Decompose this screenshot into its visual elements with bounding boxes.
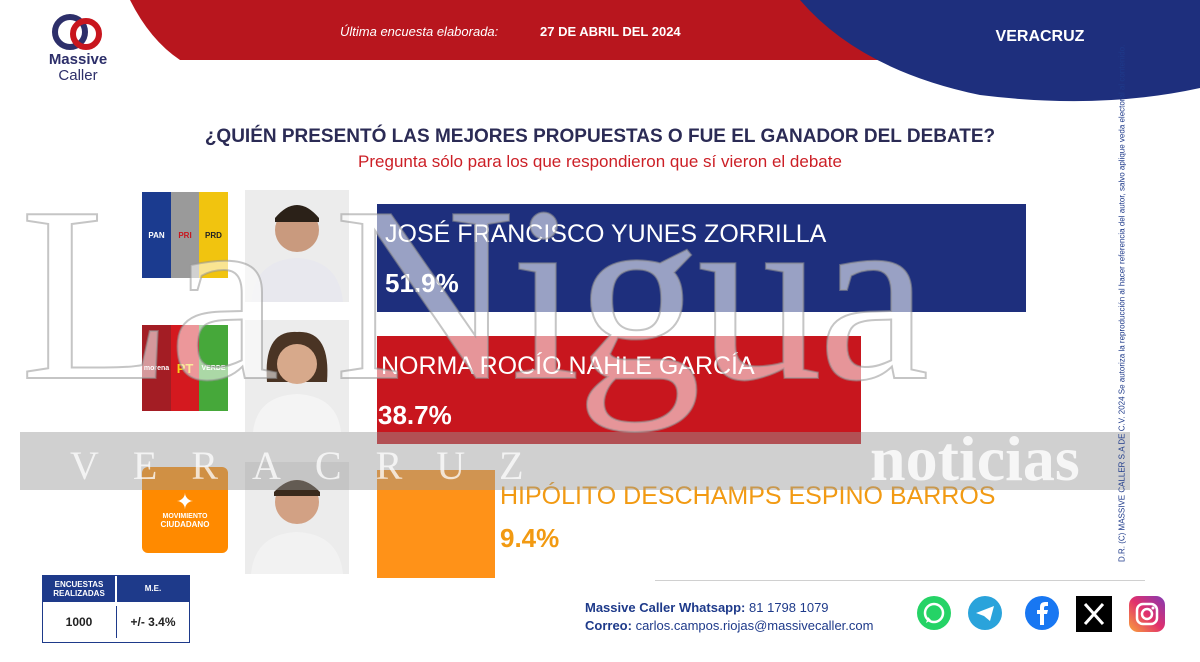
question-title: ¿QUIÉN PRESENTÓ LAS MEJORES PROPUESTAS O… [204, 126, 996, 147]
watermark-main: La Nigua [19, 156, 930, 433]
stats-header-surveys: ENCUESTAS REALIZADAS [43, 576, 115, 602]
state-label: VERACRUZ [995, 28, 1085, 45]
stats-header-surveys-line2: REALIZADAS [53, 589, 105, 598]
email-address: carlos.campos.riojas@massivecaller.com [635, 618, 874, 633]
whatsapp-icon[interactable] [917, 596, 951, 630]
candidate-name-yunes: JOSÉ FRANCISCO YUNES ZORRILLA [385, 220, 827, 248]
pan-pri-prd-logo: PAN PRI PRD [142, 192, 228, 278]
stats-divider [116, 606, 117, 638]
facebook-icon[interactable] [1025, 596, 1059, 630]
value-label-deschamps: 9.4% [500, 523, 560, 553]
stats-header-margin: M.E. [117, 576, 189, 602]
survey-date-label: Última encuesta elaborada: [340, 24, 499, 39]
footer-divider [655, 580, 1145, 581]
header-band [130, 0, 1200, 102]
prd-label: PRD [205, 230, 222, 240]
instagram-icon[interactable] [1129, 596, 1165, 632]
candidate-photo-deschamps [245, 462, 349, 574]
pri-label: PRI [178, 230, 192, 240]
bar-deschamps [377, 470, 495, 578]
mc-label-line2: CIUDADANO [160, 520, 210, 529]
x-icon[interactable] [1076, 596, 1112, 632]
watermark-sub: VERACRUZ [70, 443, 558, 488]
pan-label: PAN [148, 230, 165, 240]
candidate-photo-nahle [245, 320, 349, 432]
whatsapp-line: Massive Caller Whatsapp: 81 1798 1079 [585, 600, 829, 615]
candidate-name-nahle: NORMA ROCÍO NAHLE GARCÍA [381, 352, 755, 380]
whatsapp-number: 81 1798 1079 [749, 600, 829, 615]
morena-label: morena [143, 364, 170, 372]
watermark-band [20, 432, 1130, 490]
mc-label-line1: MOVIMIENTO [162, 513, 208, 520]
pt-label: PT [176, 360, 194, 376]
movimiento-ciudadano-logo: ✦ MOVIMIENTO CIUDADANO [142, 467, 228, 553]
telegram-icon[interactable] [968, 596, 1002, 630]
brand-name-line2: Caller [58, 67, 98, 84]
bar-nahle [377, 336, 861, 444]
candidate-name-deschamps: HIPÓLITO DESCHAMPS ESPINO BARROS [500, 482, 996, 510]
mc-eagle-icon: ✦ [175, 489, 195, 514]
massive-caller-logo-icon [52, 14, 102, 50]
whatsapp-label: Massive Caller Whatsapp: [585, 600, 746, 615]
verde-label: VERDE [201, 364, 226, 372]
sample-stats-table: ENCUESTAS REALIZADAS M.E. 1000 +/- 3.4% [42, 575, 190, 643]
survey-date: 27 DE ABRIL DEL 2024 [540, 24, 681, 39]
email-label: Correo: [585, 618, 632, 633]
email-line: Correo: carlos.campos.riojas@massivecall… [585, 618, 873, 633]
copyright-notice: D.R. (C) MASSIVE CALLER S.A DE C.V. 2024… [1117, 44, 1127, 562]
morena-pt-verde-logo: morena PT VERDE [142, 325, 228, 411]
stats-value-margin: +/- 3.4% [130, 615, 176, 629]
brand-name: Massive [48, 51, 108, 68]
candidate-photo-yunes [245, 190, 349, 302]
watermark-side: noticias [870, 423, 1080, 494]
bar-yunes [377, 204, 1026, 312]
stats-value-surveys: 1000 [65, 615, 93, 629]
value-label-nahle: 38.7% [378, 400, 452, 430]
stats-header-surveys-line1: ENCUESTAS [54, 580, 104, 589]
value-label-yunes: 51.9% [385, 268, 459, 298]
question-subtitle: Pregunta sólo para los que respondieron … [358, 152, 842, 171]
